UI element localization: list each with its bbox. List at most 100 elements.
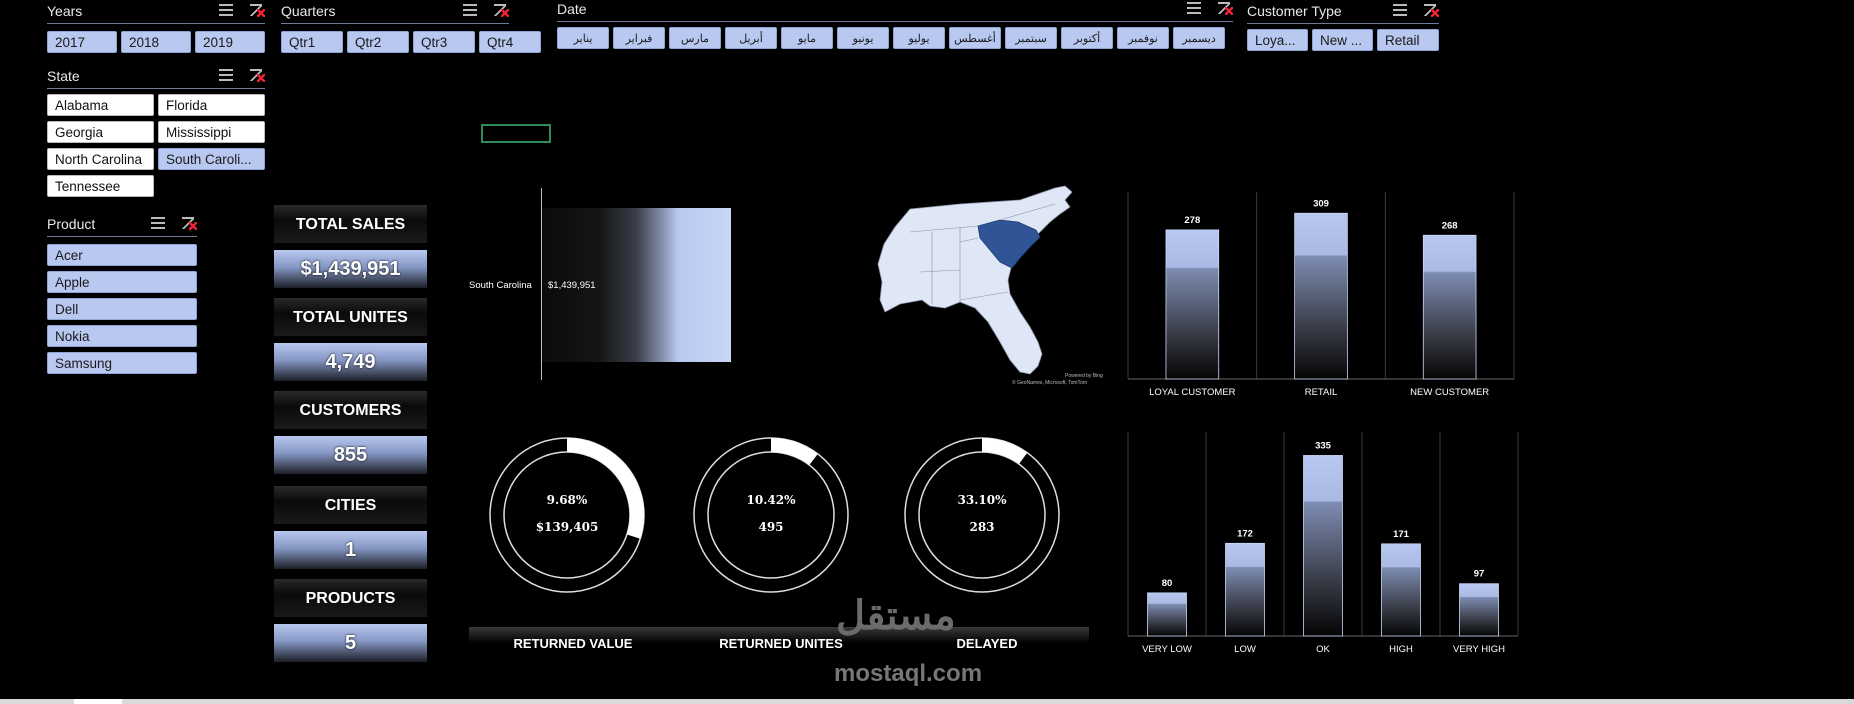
- state-item[interactable]: Georgia: [47, 121, 154, 143]
- state-map[interactable]: Powered by Bing © GeoNames, Microsoft, T…: [860, 182, 1115, 392]
- years-item[interactable]: 2018: [121, 31, 191, 53]
- donut-svg: [693, 437, 849, 593]
- product-item[interactable]: Nokia: [47, 325, 197, 347]
- data-label: 278: [1184, 215, 1200, 226]
- bar[interactable]: [1459, 583, 1499, 637]
- state-borders: [909, 203, 1056, 304]
- multi-select-icon[interactable]: [1187, 1, 1203, 15]
- years-slicer: Years 2017 2018 2019: [47, 3, 265, 56]
- product-item[interactable]: Apple: [47, 271, 197, 293]
- date-item[interactable]: يوليو: [893, 27, 945, 49]
- kpi-cities-value: 1: [274, 531, 427, 569]
- data-label: 309: [1313, 198, 1329, 209]
- donut-value-segment[interactable]: [982, 438, 1028, 465]
- years-item[interactable]: 2019: [195, 31, 265, 53]
- clear-filter-icon[interactable]: [1423, 3, 1439, 17]
- kpi-cities-label: CITIES: [274, 486, 427, 524]
- south-carolina-shape: [977, 219, 1041, 269]
- bar[interactable]: [1303, 455, 1343, 637]
- date-item[interactable]: فبراير: [613, 27, 665, 49]
- customer-type-chart[interactable]: 278 LOYAL CUSTOMER 309 RETAIL 268 NEW CUSTOME…: [1126, 188, 1518, 403]
- kpi-customers-label: CUSTOMERS: [274, 391, 427, 429]
- years-item[interactable]: 2017: [47, 31, 117, 53]
- donut-value: 283: [969, 520, 995, 534]
- state-item[interactable]: North Carolina: [47, 148, 154, 170]
- customer-type-item[interactable]: Loya...: [1247, 29, 1308, 51]
- data-label: 335: [1315, 440, 1332, 451]
- category-label: VERY LOW: [1142, 644, 1192, 655]
- state-item-selected[interactable]: South Caroli...: [158, 148, 265, 170]
- bar[interactable]: [1225, 542, 1265, 637]
- kpi-customers-value: 855: [274, 436, 427, 474]
- donut-inner-edge: [707, 451, 835, 579]
- date-item[interactable]: نوفمبر: [1117, 27, 1169, 49]
- donut-value-segment[interactable]: [771, 438, 818, 466]
- bar[interactable]: [1422, 234, 1477, 380]
- kpi-total-sales-value: $1,439,951: [274, 250, 427, 288]
- product-item[interactable]: Samsung: [47, 352, 197, 374]
- state-item[interactable]: Tennessee: [47, 175, 154, 197]
- quarters-item[interactable]: Qtr1: [281, 31, 343, 53]
- product-slicer: Product Acer Apple Dell Nokia Samsung: [47, 216, 197, 377]
- donut-chart[interactable]: 33.10% 283: [892, 425, 1072, 605]
- clear-filter-icon[interactable]: [493, 3, 509, 17]
- bar[interactable]: [1381, 543, 1421, 637]
- date-item[interactable]: أبريل: [725, 27, 777, 49]
- donut-label-returned-units: RETURNED UNITES: [719, 636, 843, 651]
- state-item[interactable]: Florida: [158, 94, 265, 116]
- sheet-tab-strip: [0, 699, 1854, 704]
- state-sales-chart[interactable]: South Carolina $1,439,951: [465, 188, 735, 383]
- multi-select-icon[interactable]: [1393, 3, 1409, 17]
- data-label: 171: [1393, 529, 1410, 540]
- date-item[interactable]: أغسطس: [949, 27, 1001, 49]
- category-label: LOYAL CUSTOMER: [1149, 387, 1236, 398]
- active-sheet-tab[interactable]: [74, 699, 122, 704]
- multi-select-icon[interactable]: [219, 3, 235, 17]
- map-svg: [877, 185, 1073, 375]
- donut-value-segment[interactable]: [567, 438, 644, 539]
- date-item[interactable]: سبتمبر: [1005, 27, 1057, 49]
- product-item[interactable]: Dell: [47, 298, 197, 320]
- clear-filter-icon[interactable]: [249, 3, 265, 17]
- donut-percent: 9.68%: [546, 493, 588, 507]
- date-item[interactable]: مايو: [781, 27, 833, 49]
- quarters-item[interactable]: Qtr2: [347, 31, 409, 53]
- data-label: 97: [1474, 569, 1485, 580]
- donut-inner-edge: [918, 451, 1046, 579]
- quarters-item[interactable]: Qtr4: [479, 31, 541, 53]
- bar[interactable]: [1294, 212, 1348, 380]
- donut-label-returned-value: RETURNED VALUE: [513, 636, 633, 651]
- state-sales-bar[interactable]: [542, 208, 731, 362]
- category-label: VERY HIGH: [1453, 644, 1505, 655]
- quarters-item[interactable]: Qtr3: [413, 31, 475, 53]
- customer-type-item[interactable]: Retail: [1377, 29, 1439, 51]
- product-item[interactable]: Acer: [47, 244, 197, 266]
- active-cell[interactable]: [481, 124, 551, 143]
- date-item[interactable]: أكتوبر: [1061, 27, 1113, 49]
- date-item[interactable]: يونيو: [837, 27, 889, 49]
- bar[interactable]: [1165, 229, 1220, 380]
- category-label: LOW: [1234, 644, 1256, 655]
- clear-filter-icon[interactable]: [1217, 1, 1233, 15]
- state-item[interactable]: Mississippi: [158, 121, 265, 143]
- clear-filter-icon[interactable]: [181, 216, 197, 230]
- multi-select-icon[interactable]: [219, 68, 235, 82]
- clear-filter-icon[interactable]: [249, 68, 265, 82]
- customer-type-item[interactable]: New ...: [1312, 29, 1373, 51]
- state-category-label: South Carolina: [469, 280, 532, 291]
- category-label: RETAIL: [1305, 387, 1338, 398]
- state-item[interactable]: Alabama: [47, 94, 154, 116]
- date-item[interactable]: ديسمبر: [1173, 27, 1225, 49]
- donut-inner-edge: [503, 451, 631, 579]
- date-slicer: Date يناير فبراير مارس أبريل مايو يونيو يوليو أ…: [557, 1, 1233, 54]
- donut-remainder-ring: [694, 438, 848, 592]
- multi-select-icon[interactable]: [463, 3, 479, 17]
- date-item[interactable]: مارس: [669, 27, 721, 49]
- donut-chart[interactable]: 9.68% $139,405: [477, 425, 657, 605]
- donut-chart[interactable]: 10.42% 495: [681, 425, 861, 605]
- date-item[interactable]: يناير: [557, 27, 609, 49]
- donut-remainder-ring: [905, 438, 1059, 592]
- multi-select-icon[interactable]: [151, 216, 167, 230]
- bar[interactable]: [1147, 592, 1187, 637]
- rating-chart[interactable]: 80 VERY LOW 172 LOW 335 OK 171 HIGH 97 VERY HIGH: [1126, 420, 1522, 660]
